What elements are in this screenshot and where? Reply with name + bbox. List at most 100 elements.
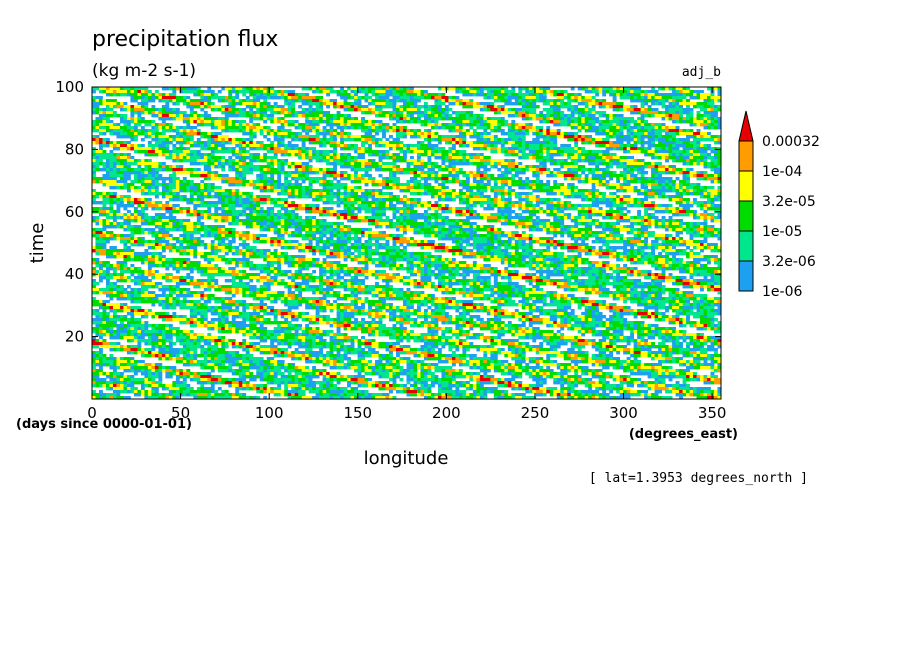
heatmap-cell xyxy=(161,153,166,157)
heatmap-cell xyxy=(448,147,453,151)
heatmap-cell xyxy=(504,174,509,178)
heatmap-cell xyxy=(284,150,289,154)
heatmap-cell xyxy=(347,165,351,169)
heatmap-cell xyxy=(347,192,351,196)
heatmap-cell xyxy=(672,150,676,154)
heatmap-cell xyxy=(130,117,135,121)
heatmap-cell xyxy=(277,108,282,112)
heatmap-cell xyxy=(703,132,708,136)
heatmap-cell xyxy=(280,105,285,109)
heatmap-cell xyxy=(284,132,289,136)
heatmap-cell xyxy=(420,114,425,118)
heatmap-cell xyxy=(123,156,128,160)
heatmap-cell xyxy=(609,165,614,169)
heatmap-cell xyxy=(448,129,453,133)
heatmap-cell xyxy=(472,162,477,166)
heatmap-cell xyxy=(602,156,607,160)
heatmap-cell xyxy=(406,180,411,184)
heatmap-cell xyxy=(95,162,100,166)
heatmap-cell xyxy=(525,102,530,106)
heatmap-cell xyxy=(375,99,379,103)
heatmap-cell xyxy=(539,159,544,163)
heatmap-cell xyxy=(399,183,404,187)
heatmap-cell xyxy=(714,150,718,154)
heatmap-cell xyxy=(368,177,372,181)
heatmap-cell xyxy=(245,153,250,157)
heatmap-cell xyxy=(238,123,243,127)
heatmap-cell xyxy=(277,183,282,187)
heatmap-cell xyxy=(305,138,310,142)
heatmap-cell xyxy=(228,123,233,127)
heatmap-cell xyxy=(609,120,614,124)
heatmap-cell xyxy=(361,135,365,139)
heatmap-cell xyxy=(249,87,254,91)
heatmap-cell xyxy=(333,186,338,190)
heatmap-cell xyxy=(420,123,425,127)
heatmap-cell xyxy=(434,102,439,106)
heatmap-cell xyxy=(238,162,243,166)
heatmap-cell xyxy=(595,180,600,184)
heatmap-cell xyxy=(238,114,243,118)
heatmap-cell xyxy=(605,171,610,175)
heatmap-cell xyxy=(368,138,372,142)
heatmap-cell xyxy=(458,141,463,145)
heatmap-cell xyxy=(584,87,589,91)
heatmap-cell xyxy=(584,111,589,115)
heatmap-cell xyxy=(200,105,205,109)
heatmap-cell xyxy=(343,186,348,190)
heatmap-cell xyxy=(675,156,680,160)
heatmap-cell xyxy=(413,177,418,181)
heatmap-cell xyxy=(123,93,128,97)
heatmap-cell xyxy=(546,87,551,91)
heatmap-cell xyxy=(623,150,628,154)
heatmap-cell xyxy=(116,87,121,91)
heatmap-cell xyxy=(556,135,561,139)
heatmap-cell xyxy=(249,108,254,112)
heatmap-cell xyxy=(672,180,676,184)
heatmap-cell xyxy=(217,96,222,100)
heatmap-cell xyxy=(689,135,694,139)
heatmap-cell xyxy=(126,90,131,94)
heatmap-cell xyxy=(333,171,338,175)
heatmap-cell xyxy=(654,192,659,196)
heatmap-cell xyxy=(588,156,593,160)
heatmap-cell xyxy=(105,111,110,115)
heatmap-cell xyxy=(182,138,187,142)
heatmap-cell xyxy=(462,180,467,184)
heatmap-cell xyxy=(354,90,358,94)
heatmap-cell xyxy=(371,180,376,184)
heatmap-cell xyxy=(427,114,432,118)
heatmap-cell xyxy=(700,105,704,109)
heatmap-cell xyxy=(710,156,715,160)
heatmap-cell xyxy=(434,105,439,109)
heatmap-cell xyxy=(147,132,152,136)
heatmap-cell xyxy=(140,105,145,109)
heatmap-cell xyxy=(305,102,310,106)
heatmap-cell xyxy=(392,153,397,157)
heatmap-cell xyxy=(249,159,254,163)
heatmap-cell xyxy=(682,90,687,94)
heatmap-cell xyxy=(350,120,355,124)
heatmap-cell xyxy=(584,159,589,163)
heatmap-cell xyxy=(479,156,484,160)
heatmap-cell xyxy=(308,114,313,118)
heatmap-cell xyxy=(549,108,554,112)
heatmap-cell xyxy=(133,117,138,121)
heatmap-cell xyxy=(224,105,229,109)
heatmap-cell xyxy=(567,147,572,151)
heatmap-cell xyxy=(528,99,533,103)
heatmap-cell xyxy=(640,132,645,136)
heatmap-cell xyxy=(619,186,624,190)
heatmap-cell xyxy=(144,102,149,106)
heatmap-cell xyxy=(207,90,212,94)
heatmap-cell xyxy=(105,174,110,178)
heatmap-cell xyxy=(396,186,400,190)
heatmap-cell xyxy=(168,141,173,145)
heatmap-cell xyxy=(308,159,313,163)
heatmap-cell xyxy=(560,90,565,94)
heatmap-cell xyxy=(455,162,460,166)
heatmap-cell xyxy=(437,153,442,157)
heatmap-cell xyxy=(416,192,421,196)
heatmap-cell xyxy=(347,144,351,148)
heatmap-cell xyxy=(532,132,537,136)
